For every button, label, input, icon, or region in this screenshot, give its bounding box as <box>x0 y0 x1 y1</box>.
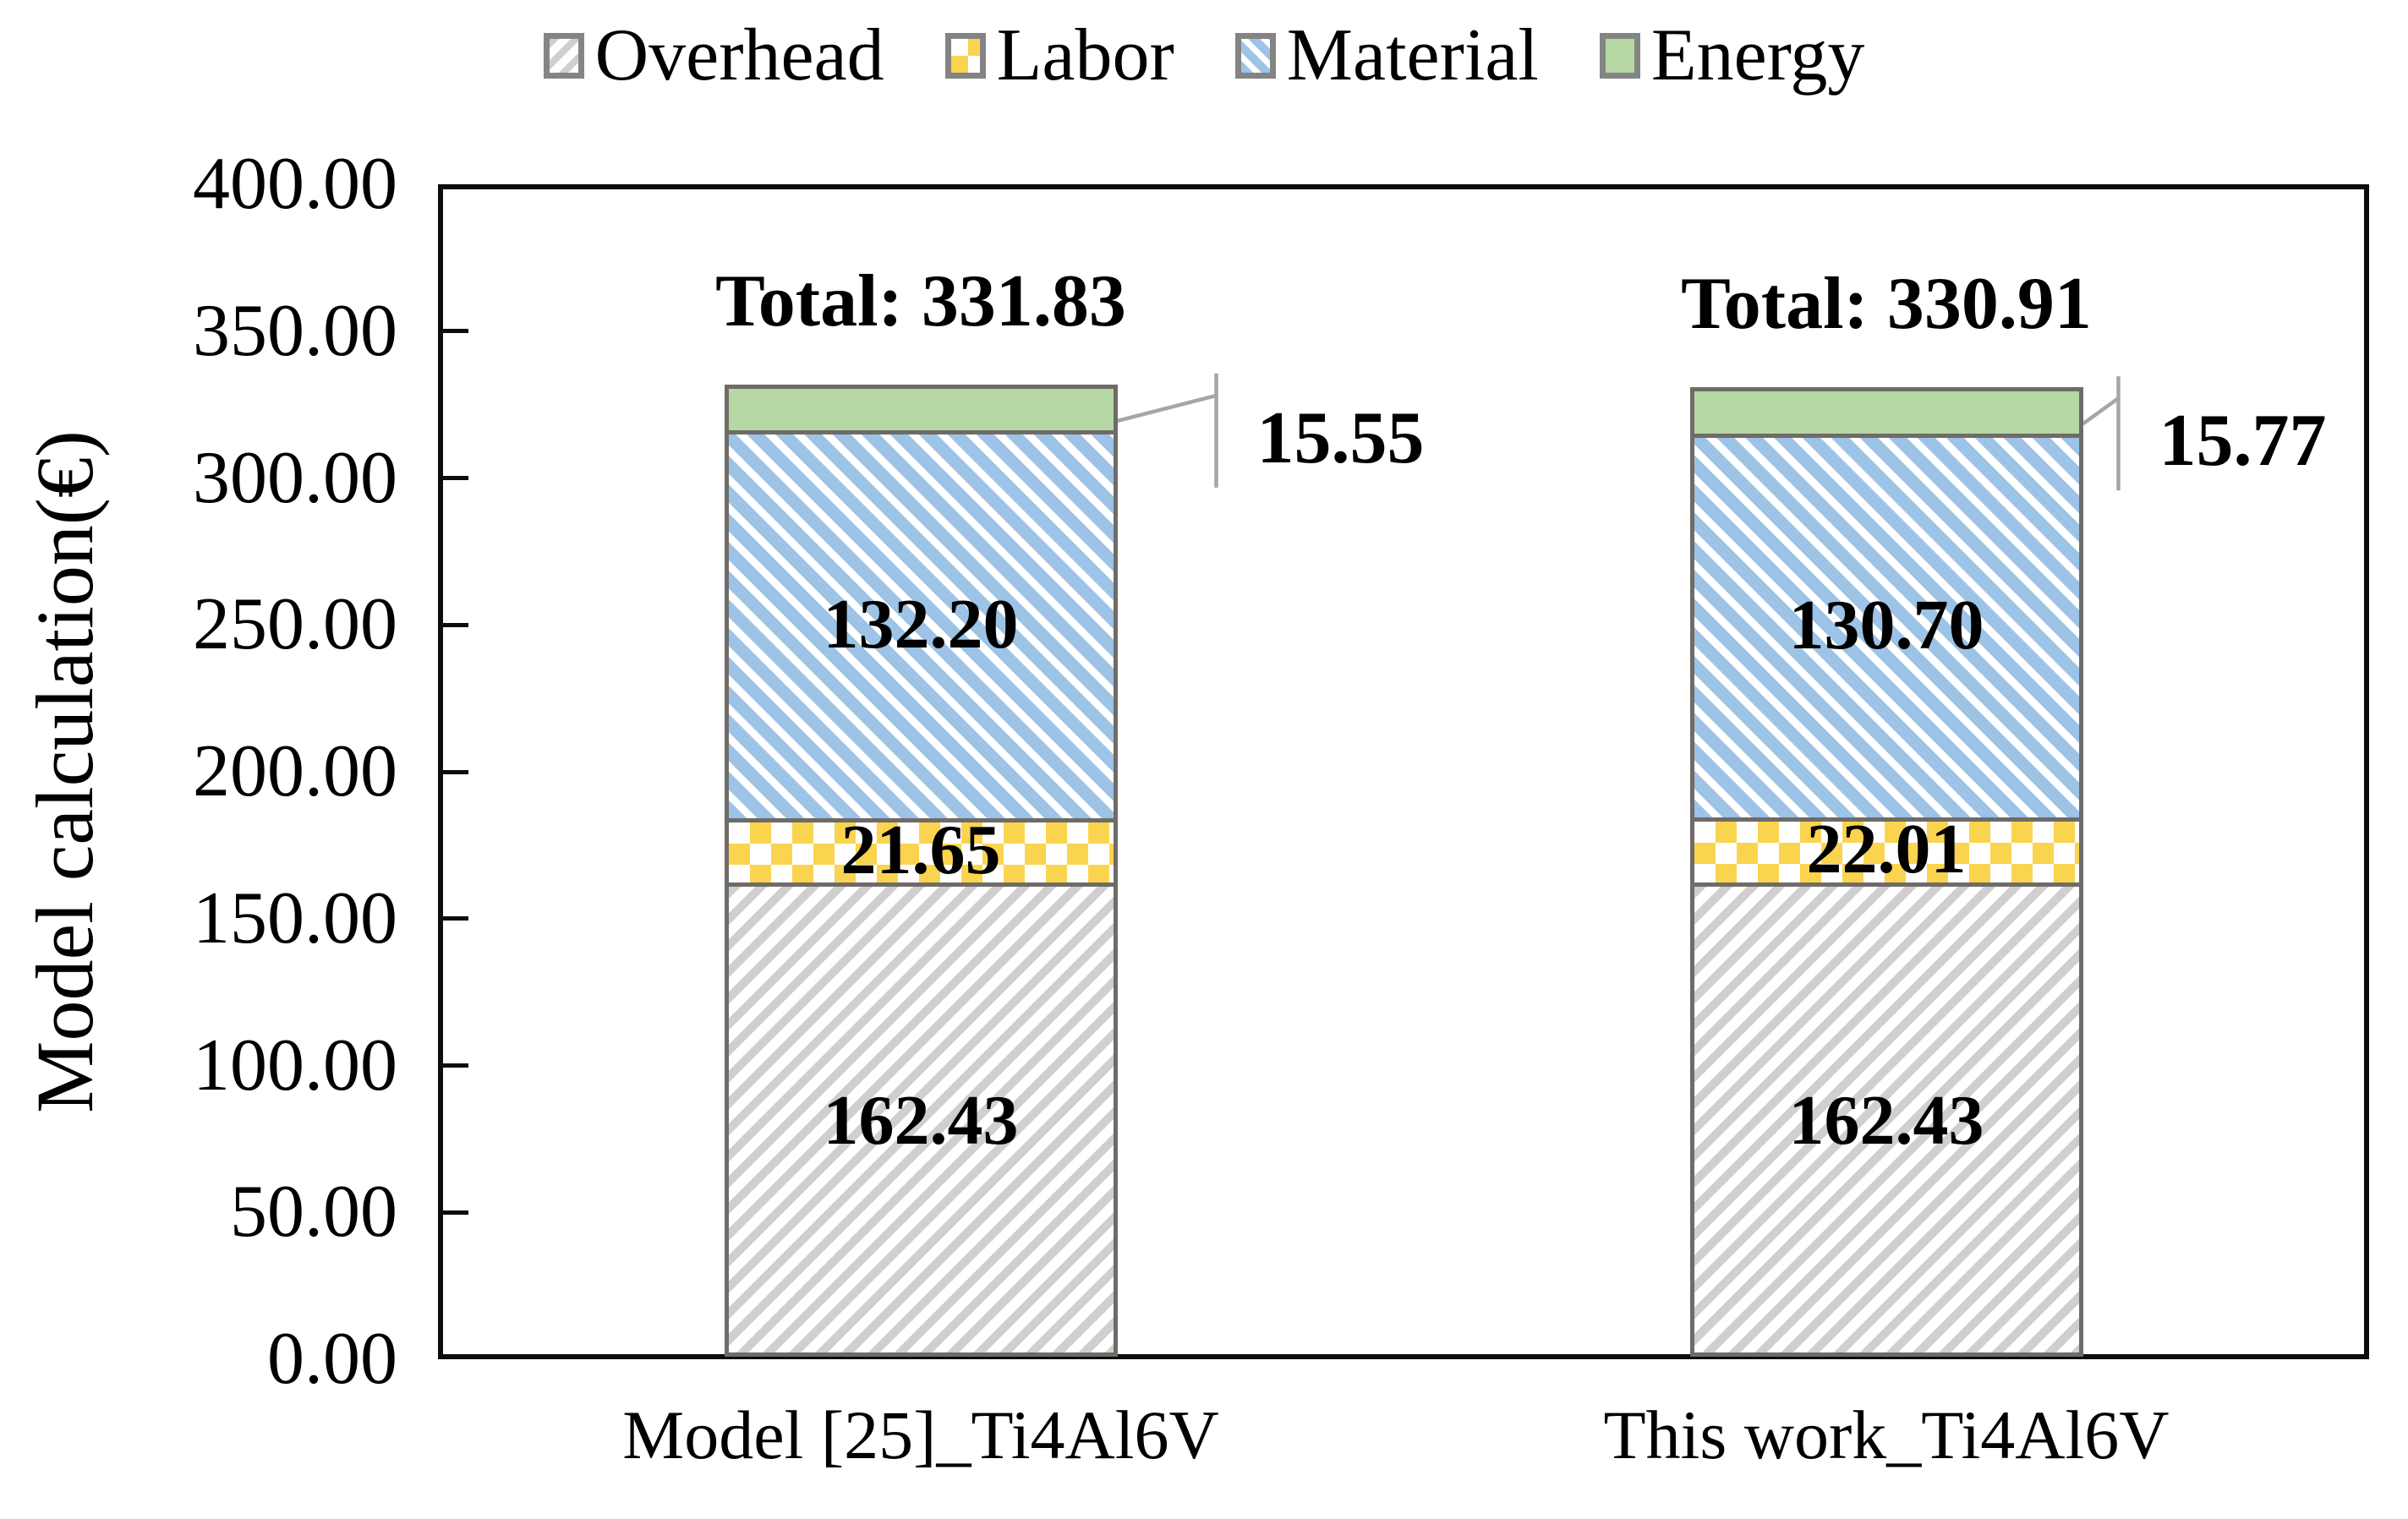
y-tick-label: 150.00 <box>193 877 397 959</box>
legend-swatch-overhead-icon <box>543 33 584 79</box>
legend-label-energy: Energy <box>1650 14 1865 96</box>
y-tick-mark <box>443 476 468 480</box>
y-tick-mark <box>443 769 468 774</box>
y-tick-label: 200.00 <box>193 730 397 812</box>
value-label-overhead: 162.43 <box>1788 1080 1984 1160</box>
stacked-bar-this-work <box>1689 387 2083 1357</box>
legend-label-overhead: Overhead <box>594 14 884 96</box>
value-label-material: 130.70 <box>1788 585 1984 664</box>
total-label: Total: 330.91 <box>1681 263 2092 346</box>
legend-label-labor: Labor <box>996 14 1174 96</box>
y-tick-label: 350.00 <box>193 289 397 372</box>
bar-segment-energy <box>1694 391 2079 434</box>
y-tick-mark <box>443 1063 468 1068</box>
bar-segment-material <box>1694 433 2079 818</box>
legend-swatch-labor-icon <box>944 33 986 79</box>
value-label-overhead: 162.43 <box>823 1080 1019 1160</box>
y-tick-mark <box>443 916 468 921</box>
bar-segment-overhead <box>728 882 1114 1352</box>
y-tick-label: 100.00 <box>193 1024 397 1106</box>
y-tick-label: 400.00 <box>193 143 397 225</box>
legend: Overhead Labor Material Energy <box>0 19 2408 93</box>
energy-callout-label: 15.77 <box>2159 400 2327 483</box>
bar-segment-energy <box>728 388 1114 430</box>
value-label-labor: 21.65 <box>840 810 1001 889</box>
y-tick-label: 250.00 <box>193 583 397 666</box>
bar-segment-overhead <box>1694 882 2079 1352</box>
energy-callout-label: 15.55 <box>1256 396 1425 479</box>
legend-item-labor: Labor <box>944 14 1174 96</box>
y-tick-mark <box>443 1210 468 1215</box>
legend-item-overhead: Overhead <box>543 14 884 96</box>
y-tick-mark <box>443 329 468 334</box>
legend-item-material: Material <box>1234 14 1539 96</box>
stacked-bar-model-25 <box>724 384 1118 1357</box>
legend-item-energy: Energy <box>1599 14 1865 96</box>
value-label-material: 132.20 <box>823 584 1019 664</box>
y-tick-label: 0.00 <box>267 1318 397 1400</box>
total-label: Total: 331.83 <box>715 260 1126 342</box>
value-label-labor: 22.01 <box>1806 810 1967 889</box>
legend-swatch-material-icon <box>1234 33 1276 79</box>
x-axis-label-this-work: This work_Ti4Al6V <box>1603 1396 2170 1473</box>
legend-label-material: Material <box>1286 14 1539 96</box>
y-tick-label: 300.00 <box>193 436 397 519</box>
bar-segment-labor <box>728 818 1114 882</box>
y-tick-label: 50.00 <box>230 1171 397 1254</box>
legend-swatch-energy-icon <box>1599 33 1640 79</box>
x-axis-label-model-25: Model [25]_Ti4Al6V <box>622 1396 1219 1473</box>
y-tick-mark <box>443 622 468 627</box>
bar-segment-material <box>728 429 1114 819</box>
bar-segment-labor <box>1694 817 2079 882</box>
